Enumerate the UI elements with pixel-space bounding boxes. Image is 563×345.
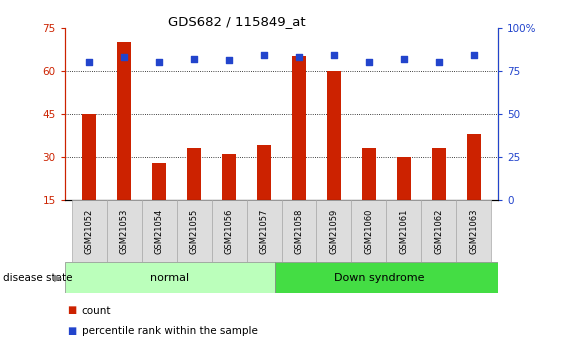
Bar xyxy=(275,262,498,293)
Point xyxy=(434,59,443,65)
Bar xyxy=(82,114,96,200)
Bar xyxy=(257,146,271,200)
Point xyxy=(155,59,164,65)
Bar xyxy=(467,134,481,200)
Bar xyxy=(117,42,131,200)
Text: GSM21059: GSM21059 xyxy=(329,208,338,254)
Bar xyxy=(327,71,341,200)
Text: GSM21054: GSM21054 xyxy=(155,208,164,254)
Point xyxy=(364,59,373,65)
Point xyxy=(190,56,199,61)
Text: disease state: disease state xyxy=(3,273,72,283)
Text: GSM21060: GSM21060 xyxy=(364,208,373,254)
Point xyxy=(225,58,234,63)
Point xyxy=(470,52,479,58)
Bar xyxy=(72,200,107,262)
Bar xyxy=(386,200,421,262)
Bar xyxy=(222,154,236,200)
Bar xyxy=(177,200,212,262)
Text: GSM21053: GSM21053 xyxy=(120,208,129,254)
Text: GSM21055: GSM21055 xyxy=(190,208,199,254)
Text: Down syndrome: Down syndrome xyxy=(334,273,425,283)
Text: GSM21062: GSM21062 xyxy=(434,208,443,254)
Text: GSM21063: GSM21063 xyxy=(470,208,479,254)
Text: GDS682 / 115849_at: GDS682 / 115849_at xyxy=(168,16,305,29)
Bar xyxy=(362,148,376,200)
Bar xyxy=(247,200,282,262)
Bar xyxy=(212,200,247,262)
Point xyxy=(260,52,269,58)
Point xyxy=(329,52,338,58)
Bar xyxy=(187,148,201,200)
Bar xyxy=(152,163,166,200)
Bar xyxy=(316,200,351,262)
Point xyxy=(399,56,408,61)
Text: GSM21058: GSM21058 xyxy=(294,208,303,254)
Bar xyxy=(351,200,386,262)
Bar xyxy=(107,200,142,262)
Bar xyxy=(282,200,316,262)
Point xyxy=(84,59,93,65)
Text: count: count xyxy=(82,306,111,315)
Bar xyxy=(142,200,177,262)
Point xyxy=(294,54,303,60)
Point xyxy=(120,54,129,60)
Text: percentile rank within the sample: percentile rank within the sample xyxy=(82,326,257,336)
Bar xyxy=(292,56,306,200)
Text: GSM21057: GSM21057 xyxy=(260,208,269,254)
Bar xyxy=(456,200,491,262)
Text: GSM21052: GSM21052 xyxy=(84,208,93,254)
Text: ▶: ▶ xyxy=(54,273,62,283)
Bar xyxy=(65,262,275,293)
Bar xyxy=(421,200,456,262)
Text: normal: normal xyxy=(150,273,189,283)
Text: ■: ■ xyxy=(68,306,77,315)
Bar xyxy=(397,157,411,200)
Text: GSM21061: GSM21061 xyxy=(399,208,408,254)
Text: GSM21056: GSM21056 xyxy=(225,208,234,254)
Text: ■: ■ xyxy=(68,326,77,336)
Bar xyxy=(432,148,446,200)
